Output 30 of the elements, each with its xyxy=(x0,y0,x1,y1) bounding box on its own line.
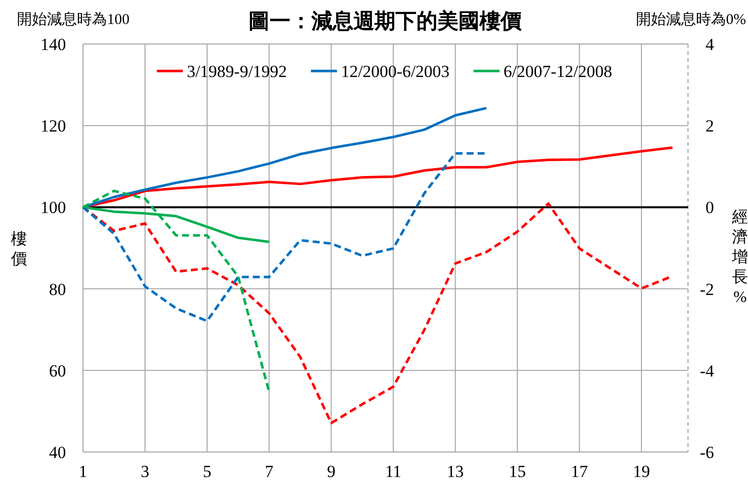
x-tick-label: 3 xyxy=(140,462,150,481)
y2-axis-title: 經濟增長% xyxy=(731,209,748,306)
y-tick-label: 140 xyxy=(40,35,66,54)
x-tick-label: 17 xyxy=(570,462,588,481)
text: 開始減息時為100 xyxy=(17,11,130,28)
legend-label: 3/1989-9/1992 xyxy=(186,62,287,81)
x-tick-label: 15 xyxy=(508,462,526,481)
x-tick-label: 13 xyxy=(446,462,464,481)
y-tick-label: 100 xyxy=(40,198,66,218)
y2-tick-label: -6 xyxy=(700,443,714,462)
y2-tick-label: 0 xyxy=(706,198,714,218)
y-axis-title: 樓價 xyxy=(11,230,27,268)
y-tick-label: 120 xyxy=(40,116,66,136)
x-tick-label: 5 xyxy=(202,462,212,481)
legend-label: 6/2007-12/2008 xyxy=(504,62,612,81)
y2-tick-label: 4 xyxy=(706,35,714,54)
y-tick-label: 80 xyxy=(49,280,66,299)
y-tick-label: 40 xyxy=(49,443,66,462)
y-tick-label: 60 xyxy=(49,361,66,380)
y2-tick-label: -2 xyxy=(700,280,714,299)
y2-tick-label: 2 xyxy=(706,116,714,136)
chart-title: 圖一：減息週期下的美國樓價 xyxy=(248,9,522,33)
x-tick-label: 1 xyxy=(78,462,88,481)
x-tick-label: 7 xyxy=(264,462,274,481)
y2-tick-label: -4 xyxy=(700,361,714,380)
x-tick-label: 9 xyxy=(326,462,336,481)
x-tick-label: 11 xyxy=(385,462,402,481)
x-tick-label: 19 xyxy=(632,462,650,481)
text: 開始減息時為0% xyxy=(636,11,746,28)
legend-label: 12/2000-6/2003 xyxy=(340,62,450,81)
